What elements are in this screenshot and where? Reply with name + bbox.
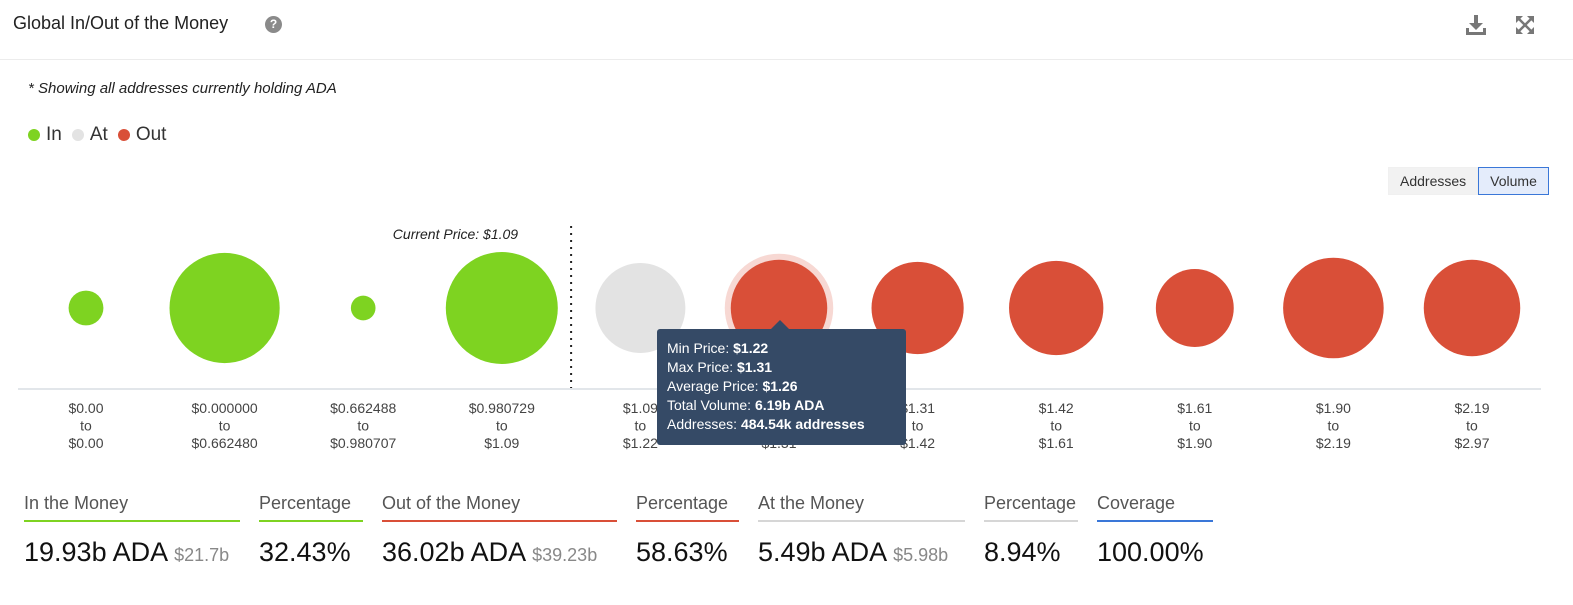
legend-label-out: Out xyxy=(135,124,167,145)
addresses-button[interactable]: Addresses xyxy=(1388,167,1479,195)
tooltip-volume-row: Total Volume: 6.19b ADA xyxy=(667,397,825,413)
bucket-label-3-0: $0.980729 xyxy=(469,400,535,416)
volume-button[interactable]: Volume xyxy=(1478,167,1549,195)
bucket-label-7-0: $1.42 xyxy=(1039,400,1074,416)
stat-coverage: Coverage 100.00% xyxy=(1097,493,1213,568)
bucket-label-9-0: $1.90 xyxy=(1316,400,1351,416)
legend-item-out[interactable]: Out xyxy=(117,124,167,146)
bucket-label-6-1: to xyxy=(912,418,924,434)
metric-toggle: Addresses Volume xyxy=(1388,167,1549,195)
bucket-label-6-0: $1.31 xyxy=(900,400,935,416)
bucket-label-8-2: $1.90 xyxy=(1177,435,1212,451)
bucket-label-2-2: $0.980707 xyxy=(330,435,396,451)
widget-header: Global In/Out of the Money ? xyxy=(0,0,1573,60)
bucket-label-2-0: $0.662488 xyxy=(330,400,396,416)
holding-note: * Showing all addresses currently holdin… xyxy=(28,80,337,97)
bucket-label-10-2: $2.97 xyxy=(1454,435,1489,451)
bucket-label-4-0: $1.09 xyxy=(623,400,658,416)
stat-out-of-the-money: Out of the Money 36.02b ADA $39.23b xyxy=(382,493,617,568)
download-icon[interactable] xyxy=(1463,12,1489,38)
bucket-label-4-1: to xyxy=(635,418,647,434)
bucket-label-2-1: to xyxy=(357,418,369,434)
bucket-label-3-2: $1.09 xyxy=(484,435,519,451)
stat-at-the-money: At the Money 5.49b ADA $5.98b xyxy=(758,493,965,568)
stat-at-percentage: Percentage 8.94% xyxy=(984,493,1078,567)
help-icon[interactable]: ? xyxy=(265,16,282,33)
bubble-7[interactable] xyxy=(1009,260,1104,356)
bubble-tooltip: Min Price: $1.22 Max Price: $1.31 Averag… xyxy=(657,329,906,445)
bucket-label-10-0: $2.19 xyxy=(1454,400,1489,416)
legend-item-in[interactable]: In xyxy=(28,124,62,146)
legend-label-in: In xyxy=(46,124,62,145)
legend-dot-in-icon xyxy=(28,129,40,141)
tooltip-avg-row: Average Price: $1.26 xyxy=(667,378,798,394)
tooltip-arrow xyxy=(771,320,789,329)
current-price-label: Current Price: $1.09 xyxy=(393,226,518,242)
legend-label-at: At xyxy=(89,124,108,145)
bucket-label-7-2: $1.61 xyxy=(1039,435,1074,451)
bucket-label-8-0: $1.61 xyxy=(1177,400,1212,416)
bubble-chart: $0.00to$0.00$0.000000to$0.662480$0.66248… xyxy=(18,226,1541,451)
tooltip-min-row: Min Price: $1.22 xyxy=(667,340,769,356)
bucket-label-1-2: $0.662480 xyxy=(192,435,258,451)
bucket-label-0-1: to xyxy=(80,418,92,434)
legend-dot-out-icon xyxy=(117,129,130,141)
stat-in-the-money: In the Money 19.93b ADA $21.7b xyxy=(24,493,240,568)
bucket-label-3-1: to xyxy=(496,418,508,434)
chart-legend: In At Out xyxy=(28,124,166,146)
fullscreen-icon[interactable] xyxy=(1512,12,1538,38)
bucket-label-4-2: $1.22 xyxy=(623,435,658,451)
bubble-9[interactable] xyxy=(1283,257,1384,359)
legend-dot-at-icon xyxy=(71,129,84,141)
bucket-label-7-1: to xyxy=(1050,418,1062,434)
widget-title: Global In/Out of the Money xyxy=(13,13,229,33)
bubble-2[interactable] xyxy=(350,295,376,321)
bucket-label-1-1: to xyxy=(219,418,231,434)
bucket-label-8-1: to xyxy=(1189,418,1201,434)
bubble-1[interactable] xyxy=(169,252,280,364)
bucket-label-10-1: to xyxy=(1466,418,1478,434)
bubble-8[interactable] xyxy=(1155,269,1234,347)
bucket-label-0-0: $0.00 xyxy=(68,400,103,416)
bubble-10[interactable] xyxy=(1423,259,1521,357)
tooltip-addresses-row: Addresses: 484.54k addresses xyxy=(667,416,865,432)
bucket-label-9-1: to xyxy=(1328,418,1340,434)
bucket-label-0-2: $0.00 xyxy=(68,435,103,451)
bubble-0[interactable] xyxy=(68,290,104,326)
stat-out-percentage: Percentage 58.63% xyxy=(636,493,739,568)
stat-in-percentage: Percentage 32.43% xyxy=(259,493,363,568)
legend-item-at[interactable]: At xyxy=(71,124,108,146)
bubble-3[interactable] xyxy=(445,252,558,364)
bucket-label-1-0: $0.000000 xyxy=(192,400,258,416)
bucket-label-6-2: $1.42 xyxy=(900,435,935,451)
bucket-label-9-2: $2.19 xyxy=(1316,435,1351,451)
tooltip-max-row: Max Price: $1.31 xyxy=(667,359,773,375)
